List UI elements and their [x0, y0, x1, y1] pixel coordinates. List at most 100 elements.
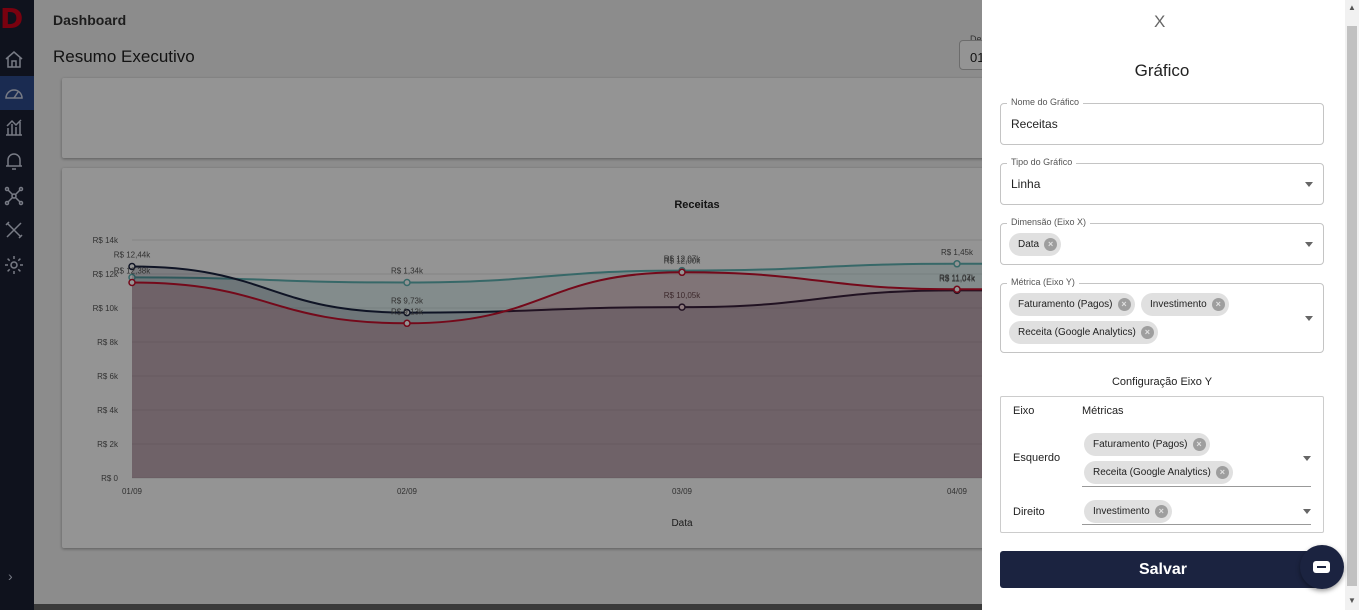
home-icon[interactable]	[3, 48, 25, 70]
date-from-label: De	[970, 34, 982, 44]
chip-remove-icon[interactable]: ×	[1211, 298, 1225, 311]
series-line	[131, 262, 997, 284]
metric-label: Métrica (Eixo Y)	[1007, 277, 1079, 287]
data-label: R$ 12,00k	[664, 256, 701, 265]
x-axis-label: Data	[671, 518, 693, 529]
scroll-thumb[interactable]	[1347, 26, 1357, 586]
row-direito-label: Direito	[1013, 506, 1045, 518]
chart-title: Receitas	[674, 199, 719, 211]
chip-label: Faturamento (Pagos)	[1093, 439, 1188, 450]
y-tick-label: R$ 0	[101, 474, 118, 483]
chevron-down-icon[interactable]	[1305, 242, 1313, 247]
x-tick-label: 04/09	[947, 487, 968, 496]
breadcrumb: Dashboard	[53, 12, 127, 28]
y-tick-label: R$ 8k	[97, 338, 119, 347]
chart-card: Receitas R$ 0 R$ 2k R$ 4k R$ 6k R$ 8k R$ 10k R$…	[62, 168, 1022, 548]
x-tick-label: 02/09	[397, 487, 418, 496]
dimension-select[interactable]: Dimensão (Eixo X) Data ×	[1000, 217, 1324, 265]
chevron-down-icon[interactable]	[1305, 182, 1313, 187]
chart-name-value: Receitas	[1011, 117, 1058, 131]
chip-label: Investimento	[1093, 506, 1150, 517]
y-tick-label: R$ 14k	[93, 236, 119, 245]
data-label: R$ 1,34k	[391, 267, 424, 276]
chat-button[interactable]	[1300, 545, 1344, 589]
chip-remove-icon[interactable]: ×	[1117, 298, 1131, 311]
chart-type-select[interactable]: Tipo do Gráfico Linha	[1000, 157, 1324, 205]
chip-label: Faturamento (Pagos)	[1018, 299, 1113, 310]
chart-editor-drawer: X Gráfico Nome do Gráfico Receitas Tipo …	[982, 0, 1345, 610]
data-point	[953, 260, 961, 268]
data-point	[403, 278, 411, 287]
y-tick-label: R$ 4k	[97, 406, 119, 415]
data-label: R$ 12,07k	[664, 255, 701, 264]
chip-remove-icon[interactable]: ×	[1044, 238, 1058, 251]
chip-label: Investimento	[1150, 299, 1207, 310]
chevron-down-icon[interactable]	[1305, 316, 1313, 321]
dashboard-icon[interactable]	[3, 82, 25, 104]
close-button[interactable]: X	[1154, 12, 1166, 31]
y-tick-label: R$ 2k	[97, 440, 119, 449]
metric-select[interactable]: Métrica (Eixo Y) Faturamento (Pagos) × I…	[1000, 277, 1324, 353]
chat-icon	[1313, 561, 1330, 573]
chevron-down-icon[interactable]	[1303, 509, 1311, 514]
data-label: R$ 10,05k	[664, 291, 701, 300]
chip-receita-ga: Receita (Google Analytics) ×	[1009, 321, 1158, 344]
chip-remove-icon[interactable]: ×	[1154, 505, 1168, 518]
chart-name-label: Nome do Gráfico	[1007, 97, 1084, 107]
y-tick-label: R$ 10k	[93, 304, 119, 313]
x-tick-label: 03/09	[672, 487, 693, 496]
data-point	[128, 262, 136, 271]
series-line	[131, 265, 997, 314]
bell-icon[interactable]	[3, 150, 25, 172]
data-point	[128, 278, 136, 287]
data-point	[678, 303, 686, 311]
scroll-down-icon[interactable]: ▼	[1348, 596, 1356, 605]
chart-name-field[interactable]: Nome do Gráfico Receitas	[1000, 97, 1324, 145]
chip-remove-icon[interactable]: ×	[1192, 438, 1206, 451]
data-label: R$ 11,07k	[939, 273, 976, 282]
gear-icon[interactable]	[3, 254, 25, 276]
page-title: Resumo Executivo	[53, 47, 195, 66]
tools-icon[interactable]	[3, 219, 25, 241]
chip-receita-ga: Receita (Google Analytics) ×	[1084, 461, 1233, 484]
scroll-up-icon[interactable]: ▲	[1348, 3, 1356, 12]
series-area	[132, 263, 997, 478]
dimension-label: Dimensão (Eixo X)	[1007, 217, 1091, 227]
chip-label: Data	[1018, 239, 1040, 250]
chip-remove-icon[interactable]: ×	[1215, 466, 1229, 479]
data-label: R$ 12,44k	[114, 251, 151, 260]
data-point	[953, 285, 961, 294]
chip-remove-icon[interactable]: ×	[1140, 326, 1154, 339]
sidebar: D ›	[0, 0, 34, 610]
chip-faturamento: Faturamento (Pagos) ×	[1009, 293, 1135, 316]
taskbar-strip	[34, 604, 982, 610]
chip-investimento: Investimento ×	[1141, 293, 1229, 316]
series-line	[131, 271, 997, 325]
drawer-title: Gráfico	[1134, 61, 1190, 80]
y-axis-config-title: Configuração Eixo Y	[1111, 376, 1213, 388]
summary-card	[62, 78, 1022, 158]
chevron-down-icon[interactable]	[1303, 456, 1311, 461]
scrollbar[interactable]: ▲ ▼	[1345, 0, 1359, 610]
select-underline	[1082, 524, 1311, 525]
chart-type-label: Tipo do Gráfico	[1007, 157, 1077, 167]
chart-type-value: Linha	[1011, 177, 1041, 191]
data-label: R$ 12,38k	[114, 267, 151, 276]
chip-label: Receita (Google Analytics)	[1093, 467, 1211, 478]
analytics-icon[interactable]	[3, 116, 25, 138]
modal-backdrop[interactable]	[0, 0, 982, 610]
data-label: R$ 1,45k	[941, 248, 974, 257]
y-axis-config-table: Eixo Métricas Esquerdo Faturamento (Pago…	[1000, 396, 1324, 533]
y-tick-label: R$ 6k	[97, 372, 119, 381]
data-label: R$ 11,04k	[939, 274, 976, 283]
sidebar-expand-icon[interactable]: ›	[8, 568, 13, 584]
data-point	[403, 319, 411, 328]
network-icon[interactable]	[3, 185, 25, 207]
col-eixo-header: Eixo	[1013, 405, 1035, 417]
chip-faturamento: Faturamento (Pagos) ×	[1084, 433, 1210, 456]
save-button[interactable]: Salvar	[1000, 551, 1326, 588]
data-point	[678, 268, 686, 277]
data-label: R$ 9,13k	[391, 307, 424, 316]
chip-data: Data ×	[1009, 233, 1062, 256]
chip-investimento: Investimento ×	[1084, 500, 1172, 523]
